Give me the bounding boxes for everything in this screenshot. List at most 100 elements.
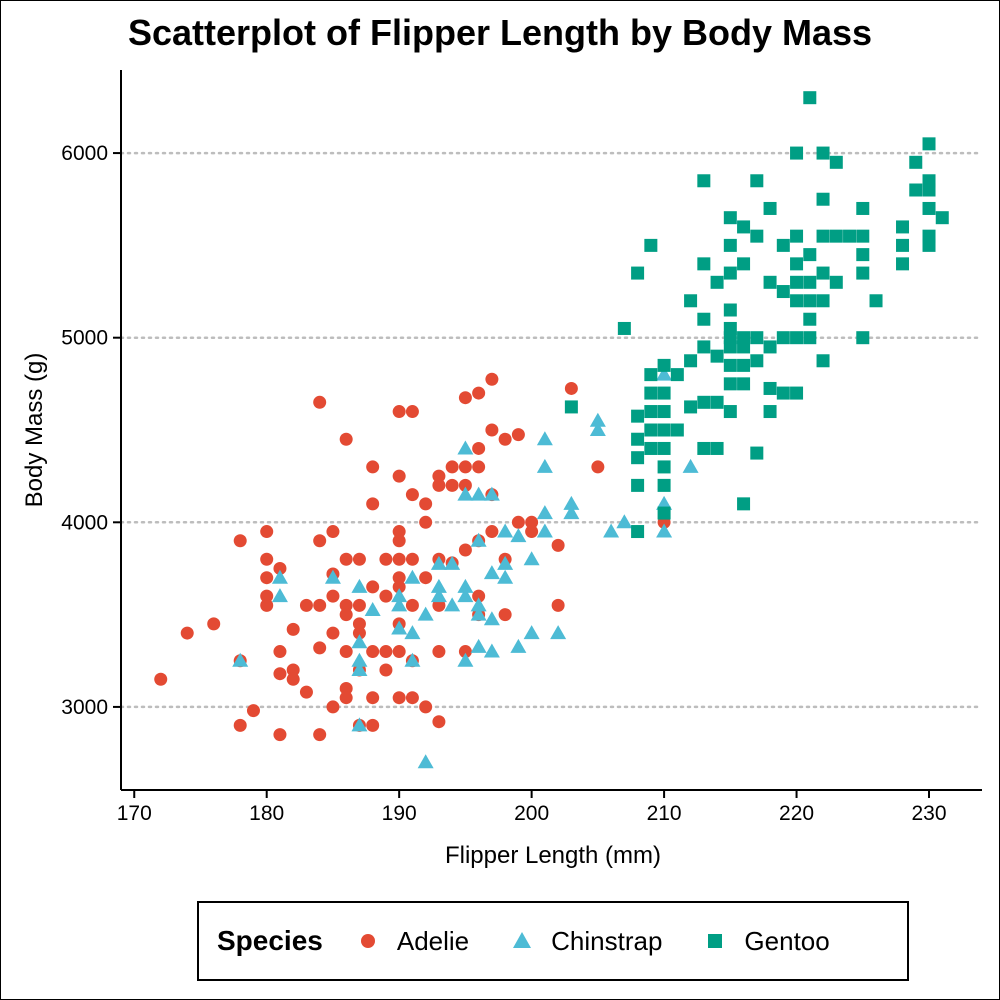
adelie-point [498, 432, 512, 446]
adelie-point [286, 672, 300, 686]
gentoo-point [710, 349, 724, 363]
gentoo-point [657, 506, 671, 520]
adelie-point [432, 715, 446, 729]
gentoo-point [564, 400, 578, 414]
x-tick-label: 200 [514, 802, 549, 825]
chinstrap-point [444, 597, 461, 612]
gentoo-point [710, 395, 724, 409]
x-tick-label: 170 [117, 802, 152, 825]
chinstrap-point [324, 569, 341, 584]
adelie-point [432, 478, 446, 492]
adelie-point [260, 589, 274, 603]
gentoo-point [909, 183, 923, 197]
adelie-point [326, 700, 340, 714]
adelie-point [339, 691, 353, 705]
x-tick-label: 220 [779, 802, 814, 825]
adelie-point [379, 663, 393, 677]
chinstrap-point [391, 597, 408, 612]
gentoo-point [697, 340, 711, 354]
gentoo-point [697, 312, 711, 326]
adelie-point [273, 645, 287, 659]
y-axis-title: Body Mass (g) [21, 353, 48, 508]
gentoo-point [922, 183, 936, 197]
adelie-point [339, 552, 353, 566]
gentoo-point [922, 137, 936, 151]
gentoo-point [750, 174, 764, 188]
y-tick-label: 4000 [61, 511, 108, 534]
y-tick-label: 6000 [61, 142, 108, 165]
adelie-point [260, 552, 274, 566]
chinstrap-point [523, 625, 540, 640]
chinstrap-point [457, 588, 474, 603]
gentoo-point [697, 441, 711, 455]
adelie-point [299, 598, 313, 612]
chinstrap-point [351, 717, 368, 732]
gentoo-point [790, 331, 804, 345]
chinstrap-point [404, 625, 421, 640]
adelie-point [392, 580, 406, 594]
chinstrap-point [536, 431, 553, 446]
adelie-point [419, 571, 433, 585]
gentoo-point [790, 146, 804, 160]
gentoo-point [737, 257, 751, 271]
chinstrap-point [603, 523, 620, 538]
gentoo-point [843, 229, 857, 243]
x-tick-label: 210 [647, 802, 682, 825]
gentoo-point [657, 460, 671, 474]
adelie-point [260, 525, 274, 539]
adelie-point [352, 552, 366, 566]
chinstrap-point [536, 523, 553, 538]
chinstrap-point [483, 565, 500, 580]
chinstrap-point [351, 662, 368, 676]
adelie-point [525, 515, 539, 529]
chinstrap-point [497, 523, 514, 538]
gentoo-point [723, 303, 737, 317]
adelie-point [511, 515, 525, 529]
chinstrap-point [271, 588, 288, 603]
adelie-point [392, 405, 406, 419]
chinstrap-point [536, 458, 553, 473]
chinstrap-point [391, 588, 408, 603]
chinstrap-point [483, 486, 500, 501]
gentoo-point [644, 368, 658, 382]
adelie-point [392, 571, 406, 585]
adelie-point [339, 681, 353, 695]
gentoo-point [829, 155, 843, 169]
legend-label-gentoo: Gentoo [744, 925, 830, 956]
gentoo-point [631, 525, 645, 539]
adelie-point [392, 525, 406, 539]
chinstrap-point [470, 606, 487, 621]
chinstrap-point [457, 440, 474, 455]
gentoo-point [697, 395, 711, 409]
adelie-point [366, 580, 380, 594]
chinstrap-point [589, 422, 606, 436]
adelie-point [339, 608, 353, 622]
gentoo-point [750, 354, 764, 368]
adelie-point [458, 645, 472, 659]
adelie-point [286, 663, 300, 677]
gentoo-point [829, 229, 843, 243]
chinstrap-point [417, 754, 434, 769]
gentoo-point [737, 497, 751, 511]
circle-icon [360, 934, 375, 948]
legend-item-adelie: Adelie [353, 926, 469, 957]
adelie-point [286, 622, 300, 636]
gentoo-point [644, 386, 658, 400]
adelie-point [313, 598, 327, 612]
chinstrap-point [351, 578, 368, 593]
legend-label-adelie: Adelie [396, 925, 470, 956]
adelie-point [366, 691, 380, 705]
gentoo-point [631, 478, 645, 492]
adelie-point [419, 700, 433, 714]
adelie-point [458, 391, 472, 405]
adelie-point [379, 589, 393, 603]
gentoo-point [922, 238, 936, 252]
chinstrap-point [656, 495, 673, 510]
gentoo-point [803, 312, 817, 326]
gentoo-point [697, 174, 711, 188]
gentoo-point [737, 377, 751, 391]
gentoo-point [750, 229, 764, 243]
chinstrap-point [550, 625, 567, 640]
gentoo-point [869, 294, 883, 308]
